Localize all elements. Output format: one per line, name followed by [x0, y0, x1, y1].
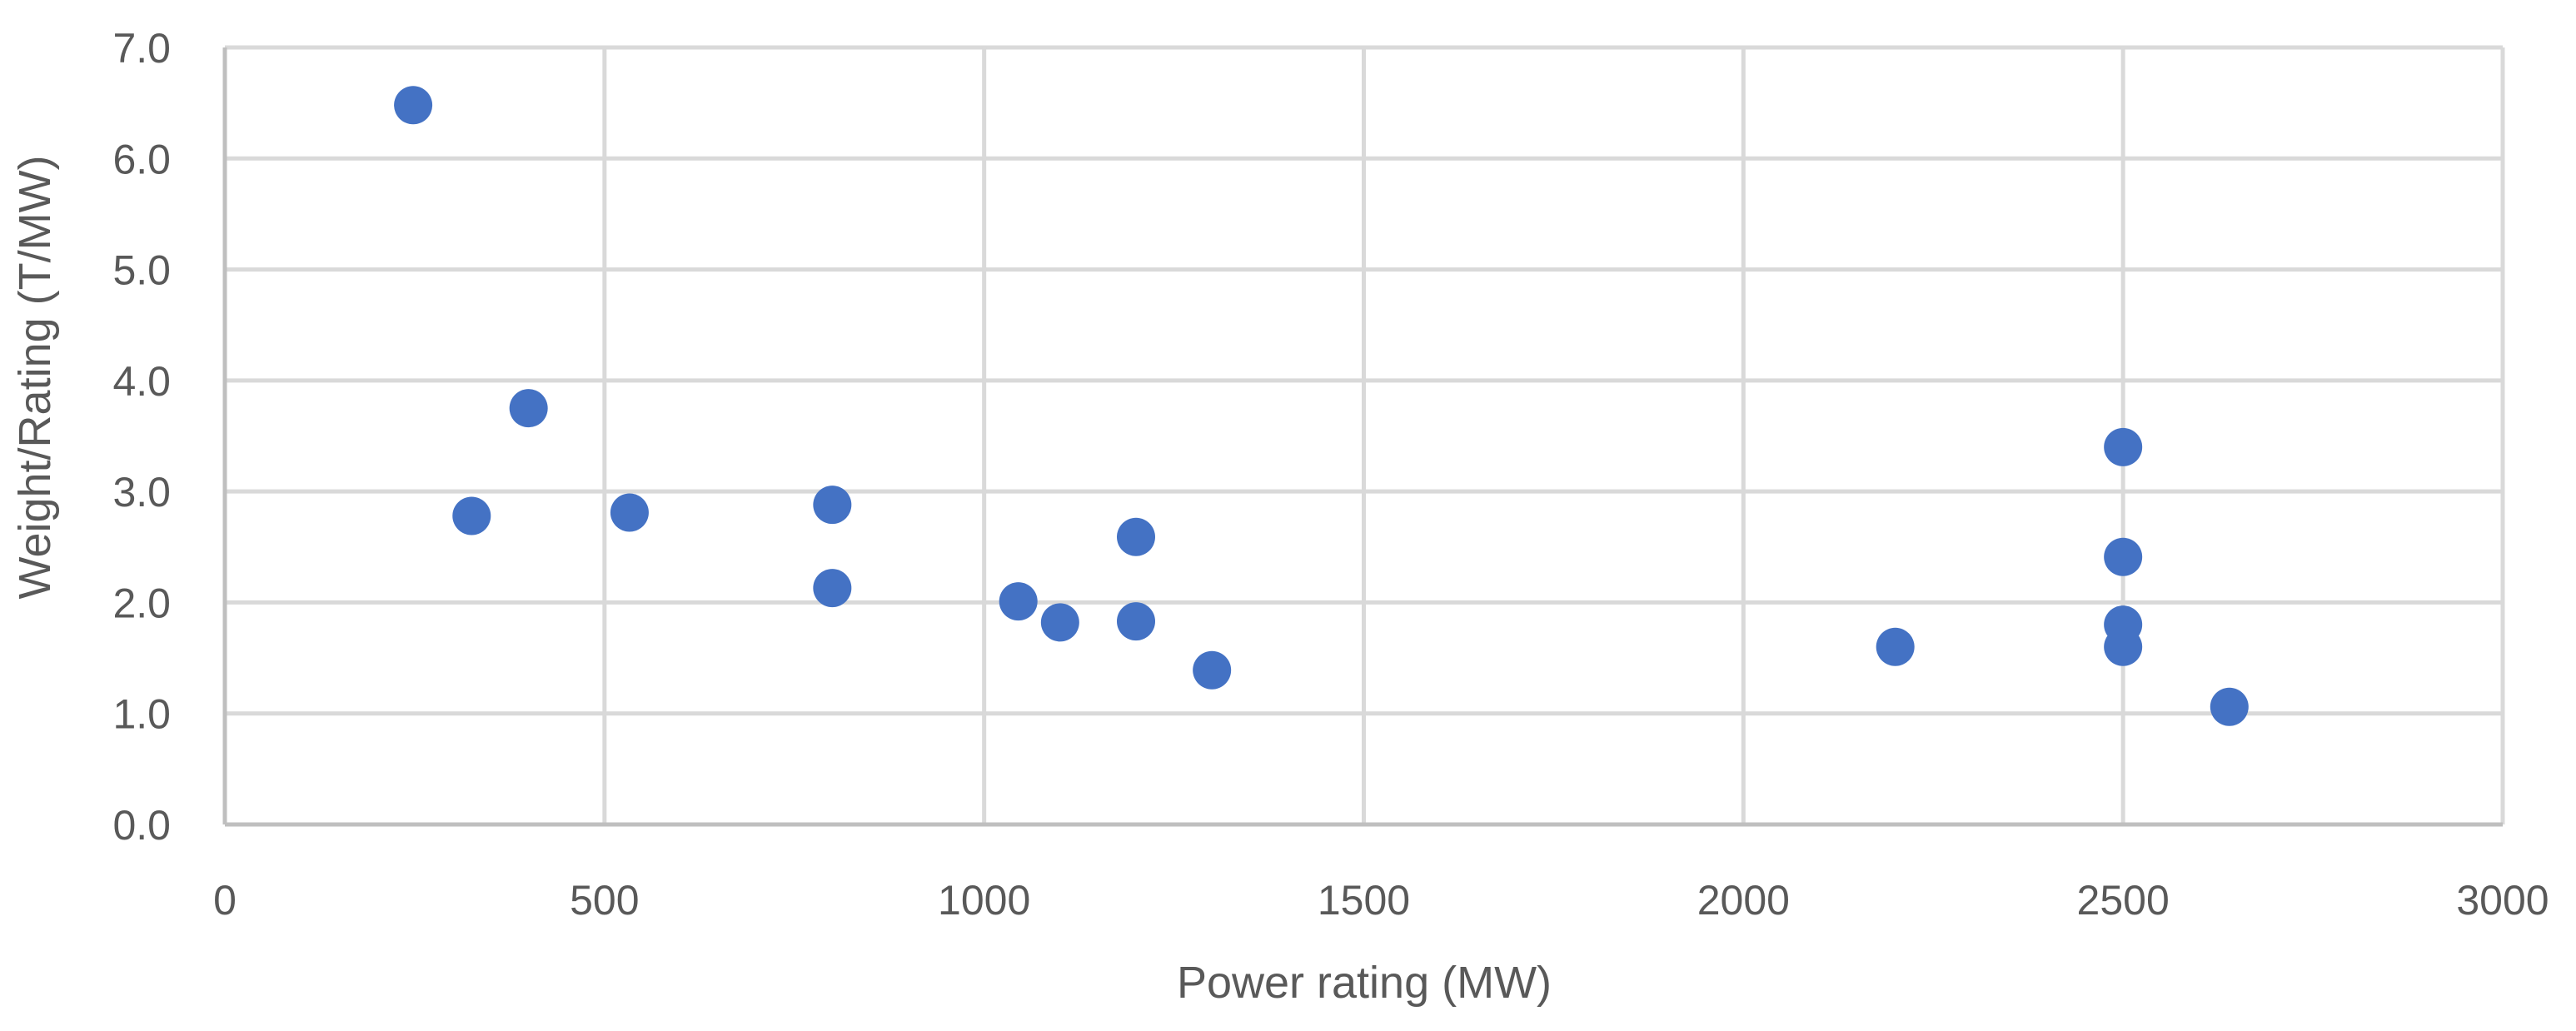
y-tick-labels: 0.0 1.0 2.0 3.0 4.0 5.0 6.0 7.0 — [112, 25, 171, 849]
x-tick-label: 1500 — [1318, 877, 1410, 924]
data-point — [394, 86, 433, 125]
axes — [222, 47, 2503, 827]
data-point — [1040, 603, 1079, 642]
data-point — [2104, 427, 2143, 466]
data-point — [999, 582, 1038, 621]
x-tick-label: 0 — [213, 877, 237, 924]
y-tick-label: 1.0 — [112, 691, 171, 738]
data-points — [394, 86, 2249, 726]
x-tick-label: 500 — [570, 877, 639, 924]
data-point — [2210, 687, 2249, 726]
data-point — [452, 496, 491, 535]
y-tick-label: 0.0 — [112, 802, 171, 849]
data-point — [1117, 602, 1155, 641]
y-tick-label: 6.0 — [112, 136, 171, 182]
data-point — [813, 569, 852, 608]
data-point — [509, 389, 548, 428]
data-point — [610, 493, 649, 532]
x-tick-label: 2500 — [2077, 877, 2170, 924]
y-tick-label: 7.0 — [112, 25, 171, 72]
grid-lines — [225, 45, 2505, 824]
x-tick-label: 3000 — [2456, 877, 2549, 924]
data-point — [2104, 627, 2143, 666]
data-point — [1876, 627, 1915, 666]
y-tick-label: 4.0 — [112, 358, 171, 405]
y-tick-label: 5.0 — [112, 247, 171, 294]
y-axis-title: Weight/Rating (T/MW) — [10, 155, 60, 599]
x-tick-label: 1000 — [938, 877, 1030, 924]
data-point — [813, 486, 852, 525]
x-tick-label: 2000 — [1697, 877, 1790, 924]
data-point — [1117, 517, 1155, 556]
x-tick-labels: 0 500 1000 1500 2000 2500 3000 — [213, 877, 2549, 924]
x-axis-title: Power rating (MW) — [1177, 958, 1552, 1008]
y-tick-label: 2.0 — [112, 580, 171, 626]
data-point — [2104, 537, 2143, 576]
y-tick-label: 3.0 — [112, 469, 171, 516]
data-point — [1193, 650, 1232, 690]
